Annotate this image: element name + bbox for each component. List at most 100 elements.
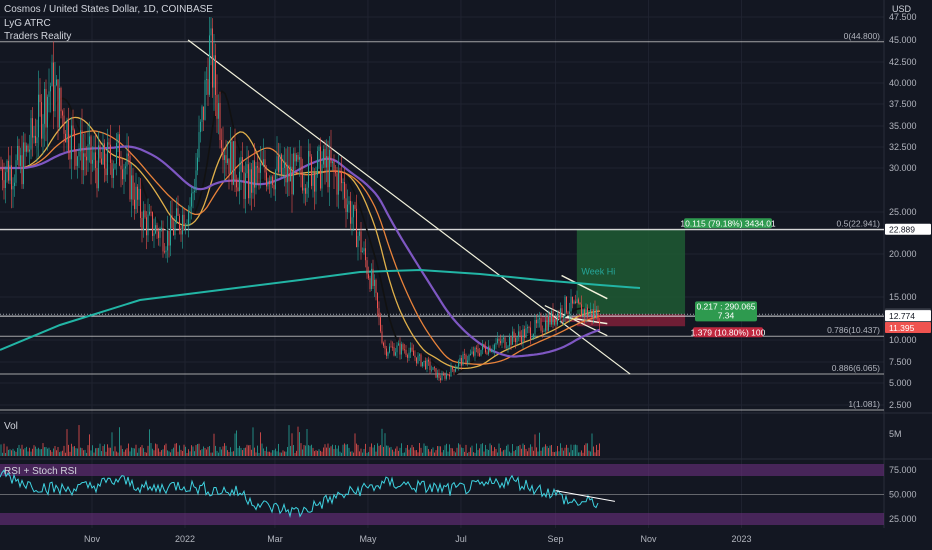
volume-bar-163 bbox=[245, 447, 246, 456]
volume-bar-37 bbox=[56, 450, 57, 456]
volume-bar-149 bbox=[224, 443, 225, 456]
candle-body-310 bbox=[465, 354, 467, 363]
candle-body-189 bbox=[284, 161, 285, 168]
candle-body-77 bbox=[116, 143, 117, 164]
candle-body-22 bbox=[33, 135, 35, 138]
candle-body-393 bbox=[590, 309, 591, 313]
time-axis[interactable]: Nov 2022 Mar May Jul Sep Nov 2023 bbox=[84, 534, 751, 544]
candle-body-396 bbox=[594, 309, 596, 317]
volume-bar-195 bbox=[293, 445, 294, 456]
candle-body-380 bbox=[570, 296, 572, 312]
candle-body-288 bbox=[432, 367, 434, 370]
target-label: 10.115 (79.18%) 3434.01 bbox=[680, 218, 776, 228]
candle-body-162 bbox=[243, 172, 245, 199]
candle-body-323 bbox=[485, 346, 486, 353]
volume-label[interactable]: Vol bbox=[4, 421, 18, 432]
indicator-traders-reality[interactable]: Traders Reality bbox=[4, 31, 72, 42]
rsi-tick-2: 25.000 bbox=[889, 514, 917, 524]
candle-body-223 bbox=[335, 171, 336, 174]
candle-body-163 bbox=[245, 173, 246, 199]
candle-body-136 bbox=[204, 80, 206, 120]
price-axis[interactable]: 47.500 45.000 42.500 40.000 37.500 35.000 32.5… bbox=[889, 12, 917, 410]
price-tick-3: 40.000 bbox=[889, 78, 917, 88]
volume-bar-368 bbox=[552, 451, 554, 456]
time-tick-7: 2023 bbox=[731, 534, 751, 544]
volume-bar-7 bbox=[11, 450, 12, 456]
volume-bar-314 bbox=[471, 445, 473, 456]
candle-body-108 bbox=[162, 228, 164, 252]
volume-bar-148 bbox=[222, 446, 224, 456]
candle-body-257 bbox=[386, 348, 387, 356]
volume-bar-114 bbox=[171, 449, 173, 456]
candle-body-326 bbox=[489, 346, 491, 353]
volume-bar-245 bbox=[368, 451, 369, 456]
volume-bar-261 bbox=[392, 449, 393, 456]
candle-body-222 bbox=[333, 161, 335, 172]
rsi-label[interactable]: RSI + Stoch RSI bbox=[4, 466, 78, 477]
candle-body-213 bbox=[320, 146, 321, 189]
volume-bar-133 bbox=[200, 450, 201, 456]
volume-bar-103 bbox=[155, 443, 156, 456]
volume-bar-57 bbox=[86, 452, 87, 456]
candle-body-272 bbox=[408, 352, 410, 358]
candle-body-134 bbox=[201, 106, 203, 122]
volume-bar-365 bbox=[548, 447, 549, 456]
candle-body-64 bbox=[96, 167, 98, 189]
volume-bar-145 bbox=[218, 452, 219, 456]
candle-body-49 bbox=[74, 130, 75, 151]
candle-body-280 bbox=[420, 354, 422, 367]
volume-bar-378 bbox=[567, 447, 569, 456]
volume-bar-327 bbox=[491, 445, 492, 456]
volume-bar-370 bbox=[555, 451, 557, 456]
chart-symbol-title[interactable]: Cosmos / United States Dollar, 1D, COINB… bbox=[4, 4, 213, 15]
candle-body-216 bbox=[324, 148, 326, 168]
volume-bar-305 bbox=[458, 443, 459, 456]
candle-body-67 bbox=[101, 158, 102, 165]
candle-body-207 bbox=[311, 156, 312, 186]
volume-bar-83 bbox=[125, 449, 126, 456]
candle-body-146 bbox=[219, 103, 221, 141]
volume-bar-287 bbox=[431, 449, 432, 456]
candle-body-303 bbox=[455, 368, 456, 372]
volume-bar-26 bbox=[39, 449, 41, 456]
volume-bar-62 bbox=[93, 452, 95, 456]
candle-body-19 bbox=[29, 149, 30, 152]
candle-body-225 bbox=[338, 170, 339, 195]
candle-body-343 bbox=[515, 338, 516, 343]
volume-bar-118 bbox=[177, 451, 179, 456]
candle-body-368 bbox=[552, 311, 554, 325]
candle-body-375 bbox=[563, 317, 564, 318]
candle-body-294 bbox=[441, 374, 443, 381]
volume-bar-22 bbox=[33, 445, 35, 456]
volume-bar-196 bbox=[294, 452, 296, 456]
candle-body-9 bbox=[14, 182, 15, 187]
volume-bar-113 bbox=[170, 452, 171, 456]
volume-bar-82 bbox=[123, 451, 125, 456]
volume-bar-258 bbox=[387, 445, 389, 456]
candle-body-342 bbox=[513, 331, 515, 339]
downtrend-line bbox=[187, 39, 631, 375]
volume-bar-373 bbox=[560, 443, 561, 456]
candle-body-65 bbox=[98, 145, 99, 189]
indicator-lyg-atrc[interactable]: LyG ATRC bbox=[4, 18, 51, 29]
volume-bar-73 bbox=[110, 447, 111, 456]
candle-body-318 bbox=[477, 348, 479, 354]
volume-bar-102 bbox=[153, 450, 155, 456]
volume-bar-251 bbox=[377, 443, 378, 456]
candle-body-377 bbox=[566, 296, 567, 313]
candle-body-268 bbox=[402, 344, 404, 350]
volume-bar-343 bbox=[515, 449, 516, 456]
volume-bar-311 bbox=[467, 452, 468, 456]
candle-body-111 bbox=[167, 230, 168, 251]
volume-bar-283 bbox=[425, 445, 426, 456]
volume-bar-272 bbox=[408, 449, 410, 456]
volume-bar-4 bbox=[6, 446, 8, 456]
fib-label-3: 0.886(6.065) bbox=[832, 363, 880, 373]
volume-bar-350 bbox=[525, 448, 527, 456]
volume-bar-15 bbox=[23, 449, 24, 456]
candle-body-356 bbox=[534, 319, 536, 335]
candle-body-69 bbox=[104, 143, 105, 169]
volume-bar-104 bbox=[156, 444, 158, 456]
candle-body-178 bbox=[267, 180, 269, 187]
